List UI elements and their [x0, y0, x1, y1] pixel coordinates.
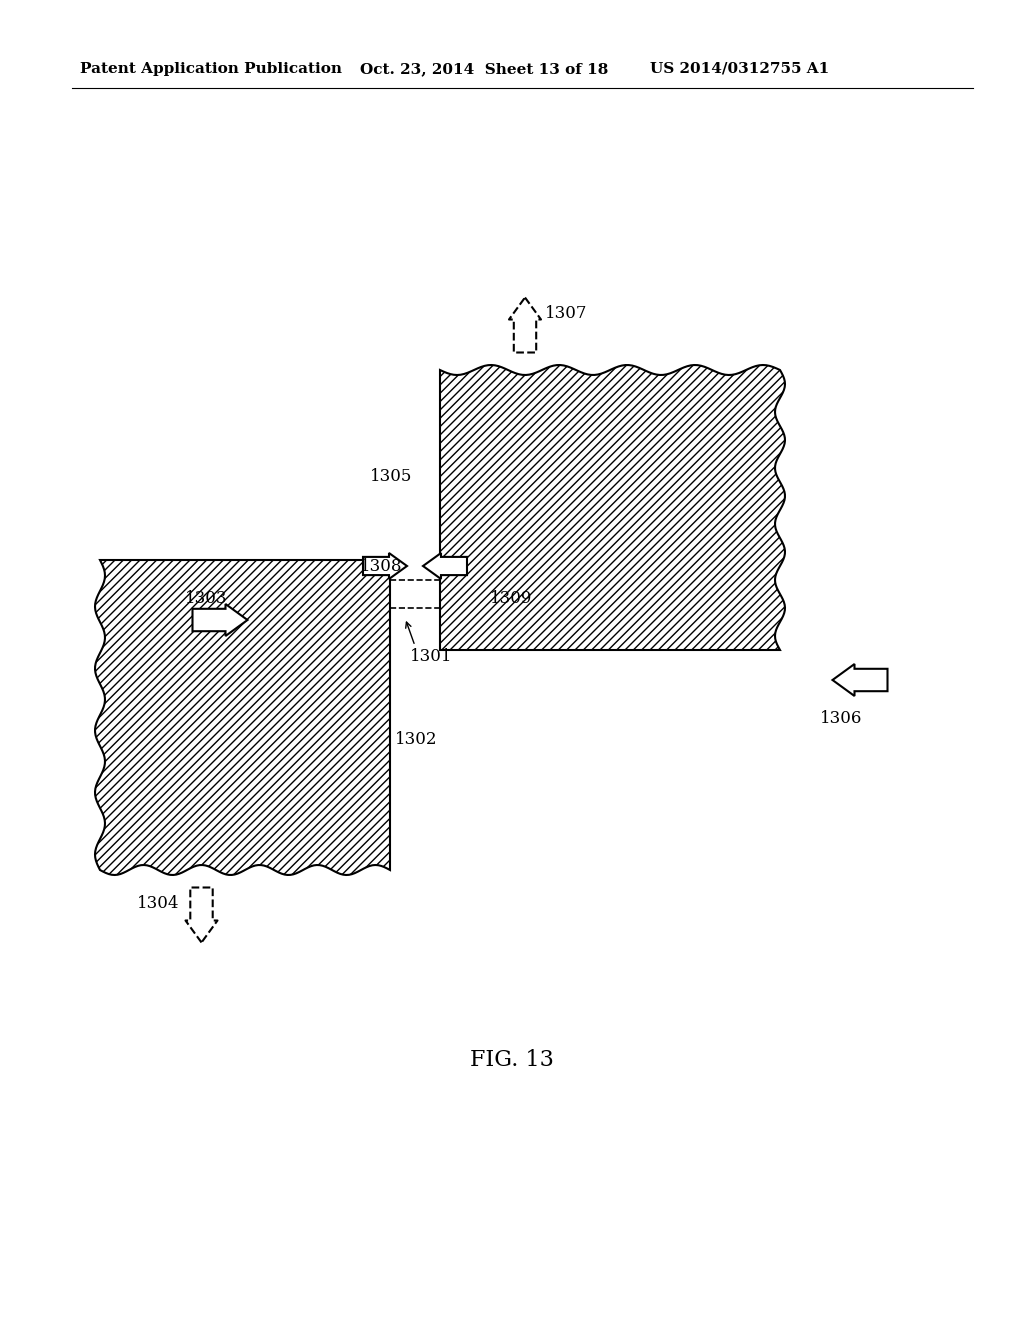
- Polygon shape: [95, 560, 390, 875]
- Text: 1301: 1301: [410, 648, 453, 665]
- Polygon shape: [423, 553, 467, 579]
- Text: 1305: 1305: [370, 469, 413, 484]
- Text: Oct. 23, 2014  Sheet 13 of 18: Oct. 23, 2014 Sheet 13 of 18: [360, 62, 608, 77]
- Text: Patent Application Publication: Patent Application Publication: [80, 62, 342, 77]
- Text: US 2014/0312755 A1: US 2014/0312755 A1: [650, 62, 829, 77]
- Polygon shape: [185, 887, 217, 942]
- Polygon shape: [509, 297, 541, 352]
- Text: FIG. 13: FIG. 13: [470, 1049, 554, 1071]
- Text: 1306: 1306: [820, 710, 862, 727]
- Polygon shape: [193, 605, 248, 636]
- Text: 1302: 1302: [395, 730, 437, 747]
- Text: 1307: 1307: [545, 305, 588, 322]
- Polygon shape: [833, 664, 888, 696]
- Text: 1304: 1304: [136, 895, 179, 912]
- Text: 1309: 1309: [490, 590, 532, 607]
- Text: 1303: 1303: [185, 590, 227, 607]
- Polygon shape: [440, 366, 785, 649]
- Polygon shape: [362, 553, 407, 579]
- Text: 1308: 1308: [360, 558, 402, 576]
